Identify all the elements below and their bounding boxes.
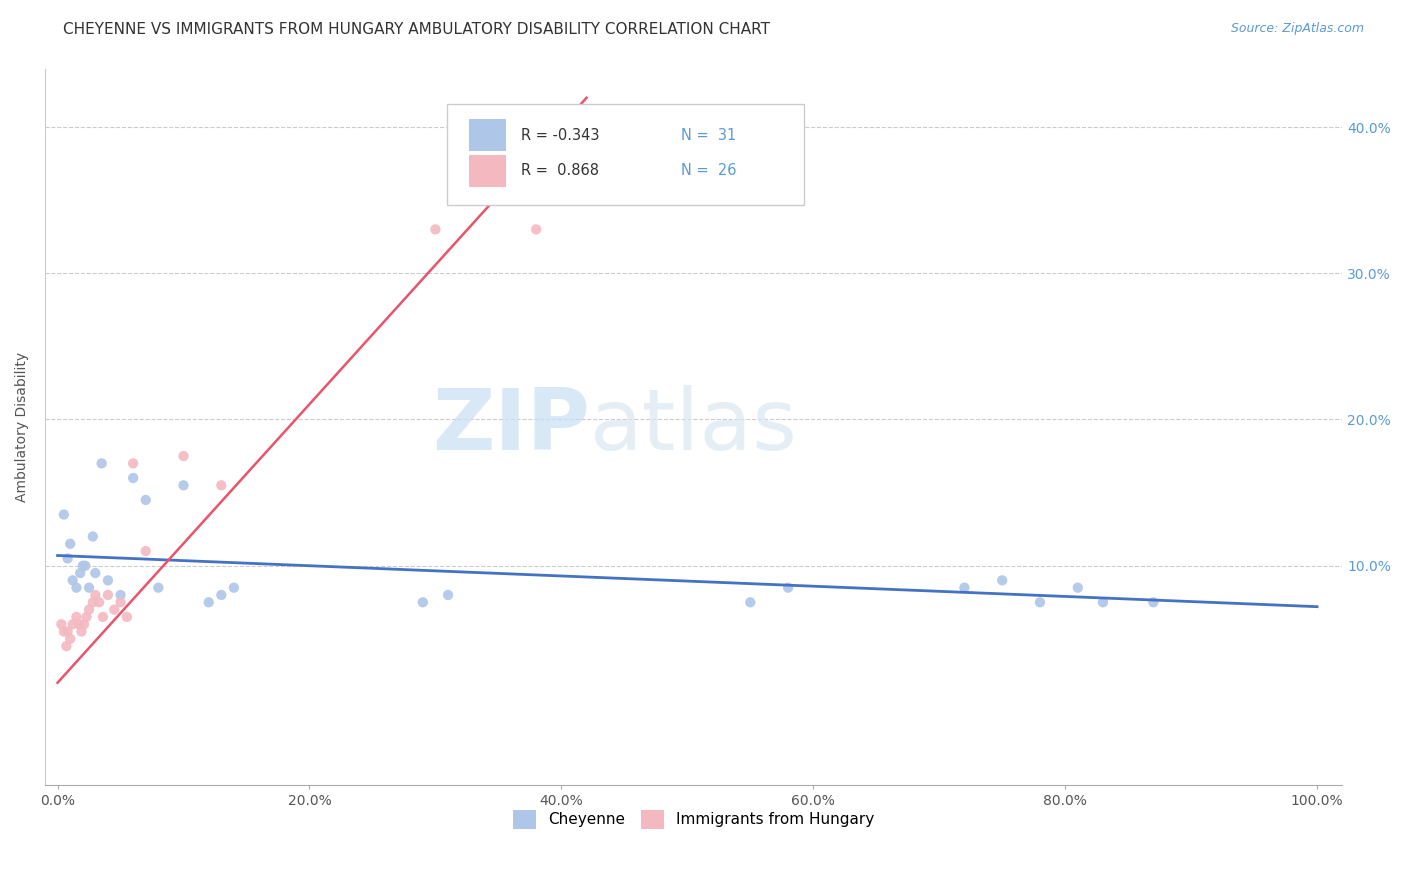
Point — [110, 595, 132, 609]
Point — [55, 639, 77, 653]
Text: R = -0.343: R = -0.343 — [522, 128, 599, 143]
Point — [209, 588, 232, 602]
Point — [89, 595, 111, 609]
Point — [1142, 595, 1164, 609]
Point — [135, 492, 157, 507]
Text: N =  31: N = 31 — [681, 128, 735, 143]
Legend: Cheyenne, Immigrants from Hungary: Cheyenne, Immigrants from Hungary — [508, 804, 880, 835]
Point — [56, 624, 79, 639]
Point — [77, 581, 100, 595]
Point — [52, 508, 75, 522]
Point — [72, 558, 94, 573]
Point — [90, 456, 112, 470]
Point — [148, 581, 170, 595]
Point — [412, 595, 434, 609]
Point — [173, 449, 195, 463]
Point — [197, 595, 219, 609]
Point — [82, 529, 104, 543]
Bar — [470, 119, 506, 152]
Point — [91, 610, 114, 624]
Point — [437, 588, 460, 602]
Point — [76, 610, 98, 624]
Point — [209, 478, 232, 492]
Text: R =  0.868: R = 0.868 — [522, 163, 599, 178]
Point — [52, 624, 75, 639]
Point — [1029, 595, 1052, 609]
Bar — [470, 155, 506, 187]
Point — [953, 581, 976, 595]
Point — [97, 588, 120, 602]
Text: CHEYENNE VS IMMIGRANTS FROM HUNGARY AMBULATORY DISABILITY CORRELATION CHART: CHEYENNE VS IMMIGRANTS FROM HUNGARY AMBU… — [63, 22, 770, 37]
Point — [524, 222, 547, 236]
Point — [70, 624, 93, 639]
Point — [77, 602, 100, 616]
Text: ZIP: ZIP — [432, 385, 591, 468]
Point — [122, 471, 145, 485]
Text: N =  26: N = 26 — [681, 163, 737, 178]
Point — [173, 478, 195, 492]
Point — [84, 588, 107, 602]
Point — [65, 610, 87, 624]
FancyBboxPatch shape — [447, 104, 804, 204]
Point — [991, 574, 1014, 588]
Point — [73, 617, 96, 632]
Point — [62, 574, 84, 588]
Point — [115, 610, 138, 624]
Point — [59, 537, 82, 551]
Point — [1091, 595, 1114, 609]
Point — [59, 632, 82, 646]
Point — [69, 566, 91, 580]
Text: atlas: atlas — [591, 385, 797, 468]
Y-axis label: Ambulatory Disability: Ambulatory Disability — [15, 351, 30, 502]
Point — [1067, 581, 1090, 595]
Point — [97, 574, 120, 588]
Point — [135, 544, 157, 558]
Point — [65, 581, 87, 595]
Point — [425, 222, 447, 236]
Point — [51, 617, 73, 632]
Point — [62, 617, 84, 632]
Point — [82, 595, 104, 609]
Point — [75, 558, 97, 573]
Point — [67, 617, 90, 632]
Point — [103, 602, 125, 616]
Point — [122, 456, 145, 470]
Point — [222, 581, 245, 595]
Point — [84, 566, 107, 580]
Point — [778, 581, 800, 595]
Point — [56, 551, 79, 566]
Text: Source: ZipAtlas.com: Source: ZipAtlas.com — [1230, 22, 1364, 36]
Point — [110, 588, 132, 602]
Point — [740, 595, 762, 609]
